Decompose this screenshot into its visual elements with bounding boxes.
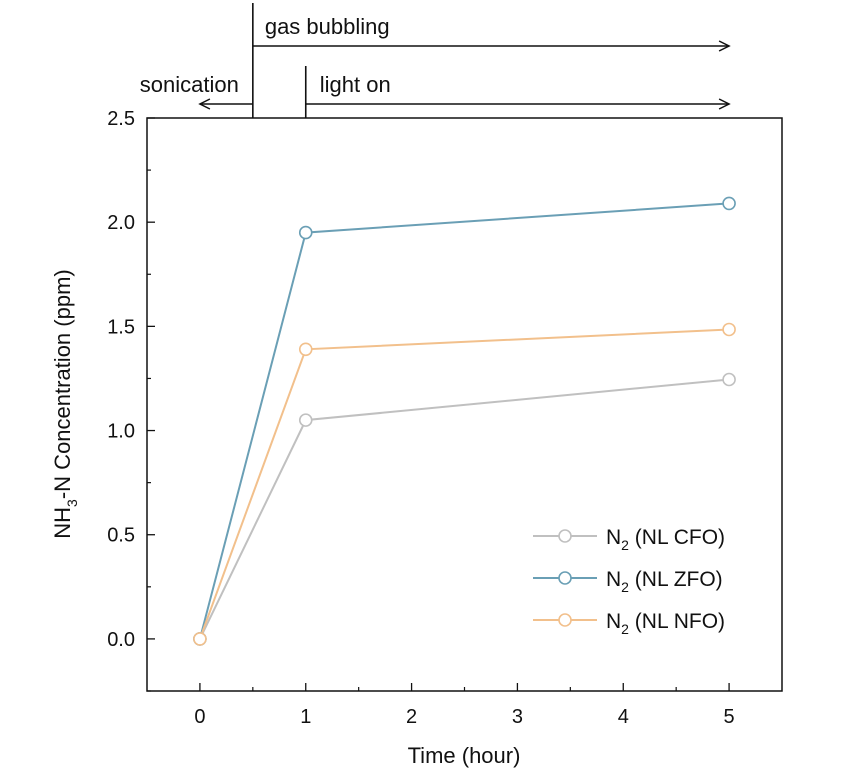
x-tick-label: 3 (512, 706, 523, 728)
legend-label-rest: (NL CFO) (629, 526, 725, 549)
sonication-label: sonication (140, 72, 239, 97)
gas-label: gas bubbling (265, 14, 390, 39)
series-group (193, 196, 736, 646)
legend: N2 (NL CFO)N2 (NL ZFO)N2 (NL NFO) (533, 526, 725, 637)
y-tick-label: 0.5 (107, 525, 135, 547)
axis-ticks: 0 1 2 3 4 5 0.0 0.5 1.0 1.5 2.0 2.5 (107, 108, 734, 728)
x-tick-label: 4 (618, 706, 629, 728)
light-arrow-head (718, 98, 731, 110)
data-point-0-2 (722, 372, 736, 387)
data-point-2-2 (722, 322, 736, 337)
x-tick-label: 5 (724, 706, 735, 728)
data-point-0-1 (298, 413, 313, 427)
y-axis-title-main: NH (50, 507, 75, 539)
sonication-arrow-head (198, 98, 211, 110)
x-tick-label: 1 (300, 706, 311, 728)
legend-marker-1 (558, 571, 572, 585)
legend-marker-0 (558, 529, 572, 543)
legend-marker-2 (558, 613, 572, 627)
x-axis-title: Time (hour) (408, 743, 521, 768)
legend-label-2: N2 (NL NFO) (606, 610, 725, 637)
legend-label-1: N2 (NL ZFO) (606, 568, 723, 595)
y-tick-label: 2.0 (107, 212, 135, 234)
legend-label-0: N2 (NL CFO) (606, 526, 725, 553)
x-tick-label: 2 (406, 706, 417, 728)
legend-label-sub: 2 (621, 621, 629, 637)
series-line-0 (199, 378, 730, 640)
y-axis-title-rest: -N Concentration (ppm) (50, 269, 75, 499)
legend-label-main: N (606, 568, 621, 591)
data-point-2-1 (298, 342, 313, 357)
light-label: light on (320, 72, 391, 97)
legend-label-rest: (NL ZFO) (629, 568, 723, 591)
y-axis-title-sub: 3 (64, 499, 80, 507)
gas-arrow-head (718, 40, 731, 52)
legend-label-main: N (606, 610, 621, 633)
legend-label-sub: 2 (621, 537, 629, 553)
y-tick-label: 2.5 (107, 108, 135, 130)
y-tick-label: 1.0 (107, 421, 135, 443)
y-tick-label: 1.5 (107, 316, 135, 338)
series-line-2 (198, 328, 730, 640)
y-tick-label: 0.0 (107, 629, 135, 651)
legend-label-rest: (NL NFO) (629, 610, 725, 633)
x-tick-label: 0 (194, 706, 205, 728)
data-point-1-2 (722, 196, 736, 211)
data-point-1-1 (298, 225, 313, 240)
legend-label-main: N (606, 526, 621, 549)
legend-label-sub: 2 (621, 579, 629, 595)
data-point-2-0 (193, 632, 207, 646)
annotations: gas bubbling light on sonication (140, 3, 731, 118)
y-axis-title: NH3-N Concentration (ppm) (50, 269, 80, 538)
